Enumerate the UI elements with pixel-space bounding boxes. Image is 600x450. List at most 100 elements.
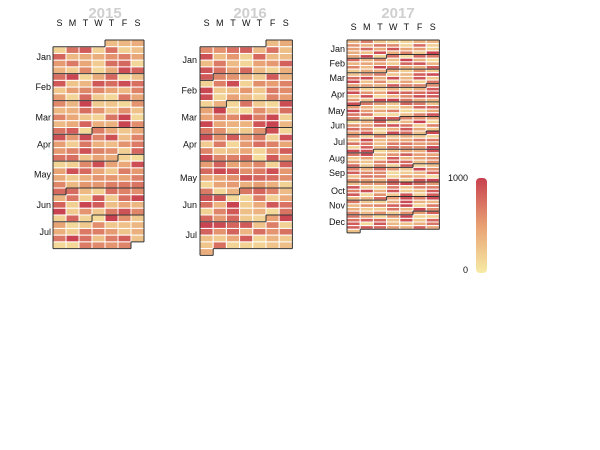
day-cell: [78, 106, 93, 115]
day-cell: [265, 120, 280, 128]
day-cell: [346, 210, 361, 216]
day-cell: [212, 59, 227, 68]
day-cell: [117, 167, 132, 176]
day-cell: [399, 79, 414, 85]
day-cell: [212, 133, 227, 142]
day-cell: [346, 155, 361, 161]
day-cell: [239, 120, 254, 128]
day-cell: [278, 147, 293, 155]
day-cell: [359, 134, 374, 139]
day-cell: [412, 148, 427, 154]
day-cell: [91, 180, 106, 189]
day-cell: [359, 126, 374, 132]
day-cell: [399, 203, 414, 208]
day-cell: [346, 108, 361, 114]
day-cell: [372, 206, 388, 212]
day-cell: [399, 46, 414, 52]
day-cell: [78, 126, 93, 135]
day-cell: [91, 79, 106, 88]
day-cell: [425, 83, 440, 88]
day-cell: [278, 59, 293, 68]
day-cell: [372, 46, 388, 52]
day-cell: [65, 187, 80, 196]
day-cell: [252, 100, 267, 108]
day-cell: [346, 217, 361, 223]
day-cell: [212, 52, 227, 61]
day-cell: [239, 234, 254, 243]
weekday-label: T: [404, 22, 410, 32]
month-boundaries: [199, 39, 293, 256]
day-cell: [252, 147, 267, 155]
day-cell: [91, 160, 106, 169]
day-cell: [425, 141, 440, 147]
day-cell: [346, 188, 361, 194]
day-cell: [386, 43, 401, 48]
day-cell: [425, 203, 440, 208]
day-cell: [65, 73, 80, 81]
day-cell: [239, 174, 254, 182]
day-cell: [372, 112, 388, 117]
day-cell: [386, 50, 401, 56]
day-cell: [52, 93, 67, 102]
day-cell: [104, 79, 119, 88]
day-cell: [372, 225, 388, 230]
day-cell: [117, 174, 132, 182]
day-cell: [52, 120, 67, 128]
day-cell: [425, 50, 440, 56]
day-cell: [412, 130, 427, 136]
day-cell: [278, 153, 293, 162]
day-cell: [104, 52, 119, 61]
day-cell: [278, 207, 293, 216]
day-cell: [412, 50, 427, 56]
color-legend: 1000 0: [448, 173, 487, 275]
day-cell: [252, 221, 267, 229]
day-cell: [346, 94, 361, 99]
day-cell: [346, 174, 361, 179]
weekday-label: F: [122, 18, 128, 28]
day-cell: [239, 187, 254, 196]
day-cell: [199, 120, 214, 128]
day-cell: [425, 163, 440, 168]
day-cell: [239, 93, 254, 102]
day-cell: [65, 153, 80, 162]
day-cell: [252, 106, 267, 115]
day-cell: [372, 105, 388, 110]
day-cell: [91, 86, 106, 95]
day-cell: [265, 227, 280, 236]
day-cell: [359, 181, 374, 187]
day-cell: [65, 241, 80, 250]
day-cell: [212, 66, 227, 75]
day-cell: [91, 73, 106, 81]
day-cell: [359, 108, 374, 114]
weekday-label: S: [430, 22, 436, 32]
day-cell: [239, 59, 254, 68]
day-cell: [225, 241, 241, 250]
day-cell: [372, 185, 388, 190]
day-cell: [117, 79, 132, 88]
month-label: Sep: [329, 168, 345, 178]
day-cell: [372, 108, 388, 114]
day-cell: [78, 160, 93, 169]
day-cell: [212, 160, 227, 169]
month-label: May: [180, 173, 198, 183]
day-cell: [372, 137, 388, 143]
day-cell: [91, 120, 106, 128]
day-cell: [239, 52, 254, 61]
month-label: Jun: [330, 121, 345, 131]
day-cell: [104, 234, 119, 243]
day-cell: [372, 188, 388, 194]
day-cell: [225, 180, 241, 189]
day-cell: [78, 113, 93, 122]
day-cell: [412, 123, 427, 128]
legend-gradient-bar: [476, 178, 487, 273]
day-cell: [359, 86, 374, 92]
day-cell: [199, 180, 214, 189]
day-cell: [425, 145, 440, 150]
day-cell: [386, 185, 401, 190]
month-label: Aug: [329, 153, 345, 163]
day-cell: [346, 163, 361, 168]
day-cell: [278, 52, 293, 61]
day-cells: [52, 39, 145, 250]
day-cell: [399, 134, 414, 139]
day-cell: [199, 52, 214, 61]
